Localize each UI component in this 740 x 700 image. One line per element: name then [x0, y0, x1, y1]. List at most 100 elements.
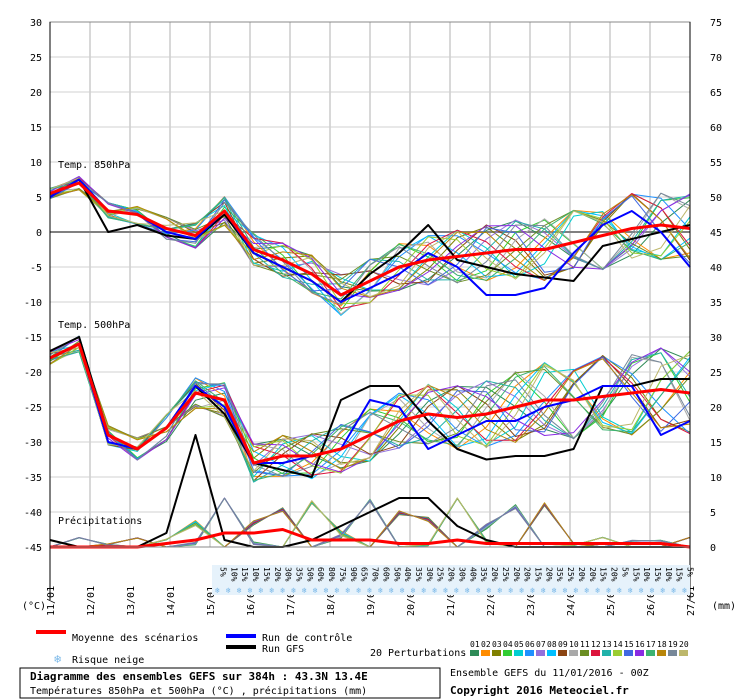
snow-risk-value-31: 35%	[555, 567, 564, 582]
snow-icon-16: ❄	[389, 586, 394, 595]
snow-strip-bg	[212, 565, 690, 595]
y-right-tick-3: 60	[710, 123, 722, 134]
perturbation-legend: 01 02 03 04 05 06 07 08 09 10 11 12 13 14 15 16 17 18 19 20	[470, 640, 689, 656]
snow-icon-2: ❄	[237, 586, 242, 595]
perturbation-id-13: 13	[602, 640, 612, 649]
snow-icon-23: ❄	[465, 586, 470, 595]
y-left-tick-12: -30	[24, 438, 42, 449]
y-left-tick-14: -40	[24, 508, 42, 519]
y-right-tick-8: 35	[710, 298, 722, 309]
y-right-tick-6: 45	[710, 228, 722, 239]
perturbation-swatch-07	[536, 650, 545, 656]
x-tick-11: 22/01	[486, 586, 497, 616]
perturbation-id-09: 09	[558, 640, 568, 649]
snow-icon-40: ❄	[650, 586, 655, 595]
x-tick-6: 17/01	[286, 586, 297, 616]
run-info: Ensemble GEFS du 11/01/2016 - 00Z	[450, 668, 649, 679]
legend-control-swatch	[226, 634, 256, 638]
y-left-tick-7: -5	[30, 263, 42, 274]
snow-risk-value-5: 20%	[273, 567, 282, 582]
perturbation-id-15: 15	[624, 640, 634, 649]
y-right-tick-0: 75	[710, 18, 722, 29]
legend-snow-label: Risque neige	[72, 655, 144, 666]
snow-icon-3: ❄	[248, 586, 253, 595]
snow-risk-value-3: 10%	[251, 567, 260, 582]
chart-subtitle: Températures 850hPa et 500hPa (°C) , pré…	[30, 685, 367, 697]
snow-icon-15: ❄	[378, 586, 383, 595]
title-box	[19, 667, 441, 699]
perturbation-id-14: 14	[613, 640, 623, 649]
snow-icon-10: ❄	[324, 586, 329, 595]
snow-risk-value-42: 15%	[675, 567, 684, 582]
snow-icon-18: ❄	[411, 586, 416, 595]
y-left-tick-5: 5	[36, 193, 42, 204]
y-right-tick-13: 10	[710, 473, 722, 484]
perturbation-850-19	[49, 179, 691, 305]
perturbation-swatch-17	[646, 650, 655, 656]
snow-icon-42: ❄	[671, 586, 676, 595]
snow-risk-value-27: 20%	[512, 567, 521, 582]
x-tick-7: 18/01	[326, 586, 337, 616]
snow-icon-43: ❄	[682, 586, 687, 595]
snow-risk-value-22: 30%	[457, 567, 466, 582]
y-left-tick-2: 20	[30, 88, 42, 99]
perturbation-id-03: 03	[492, 640, 502, 649]
perturbation-swatch-05	[514, 650, 523, 656]
x-tick-0: 11/01	[46, 586, 57, 616]
y-right-tick-12: 15	[710, 438, 722, 449]
perturbation-swatch-09	[558, 650, 567, 656]
y-left-tick-9: -15	[24, 333, 42, 344]
snow-icon-39: ❄	[639, 586, 644, 595]
snow-icon-31: ❄	[552, 586, 557, 595]
mean-850-line	[49, 181, 691, 297]
main-series	[49, 178, 691, 549]
perturbation-swatch-15	[624, 650, 633, 656]
snow-risk-value-17: 40%	[403, 567, 412, 582]
snow-risk-value-26: 25%	[501, 567, 510, 582]
snow-icon-9: ❄	[313, 586, 318, 595]
perturbation-id-02: 02	[481, 640, 491, 649]
perturbation-id-16: 16	[635, 640, 645, 649]
x-tick-1: 12/01	[86, 586, 97, 616]
snow-risk-value-12: 90%	[349, 567, 358, 582]
snow-risk-value-39: 10%	[642, 567, 651, 582]
y-right-tick-1: 70	[710, 53, 722, 64]
chart-title: Diagramme des ensembles GEFS sur 384h : …	[30, 670, 368, 683]
y-right-tick-14: 5	[710, 508, 716, 519]
snow-risk-value-35: 15%	[599, 567, 608, 582]
y-left-tick-10: -20	[24, 368, 42, 379]
perturbation-swatch-08	[547, 650, 556, 656]
y-left-tick-8: -10	[24, 298, 42, 309]
snow-risk-value-23: 40%	[468, 567, 477, 582]
y-right-tick-4: 55	[710, 158, 722, 169]
perturbation-swatch-20	[679, 650, 688, 656]
snow-icon-36: ❄	[606, 586, 611, 595]
snow-icon-34: ❄	[584, 586, 589, 595]
perturbation-swatch-13	[602, 650, 611, 656]
snow-risk-value-30: 20%	[544, 567, 553, 582]
snow-risk-value-24: 35%	[479, 567, 488, 582]
snow-icon-1: ❄	[226, 586, 231, 595]
perturbation-swatch-03	[492, 650, 501, 656]
snow-risk-value-19: 30%	[425, 567, 434, 582]
snow-risk-value-32: 25%	[566, 567, 575, 582]
x-tick-8: 19/01	[366, 586, 377, 616]
perturbation-id-19: 19	[668, 640, 678, 649]
perturbation-id-12: 12	[591, 640, 601, 649]
mean-precip-line	[50, 528, 691, 549]
snow-risk-value-33: 20%	[577, 567, 586, 582]
snow-risk-value-21: 20%	[447, 567, 456, 582]
snow-icon-8: ❄	[302, 586, 307, 595]
axes: 11/01 12/01 13/01 14/01 15/01 16/01 17/01 18/01…	[24, 18, 722, 616]
snow-icon-6: ❄	[280, 586, 285, 595]
y-left-unit: (°C)	[22, 601, 46, 612]
snow-icon-14: ❄	[367, 586, 372, 595]
snow-icon-26: ❄	[497, 586, 502, 595]
legend-mean-label: Moyenne des scénarios	[72, 632, 198, 644]
mean-500-line	[49, 342, 691, 465]
perturbation-id-10: 10	[569, 640, 579, 649]
y-right-tick-15: 0	[710, 543, 716, 554]
perturbation-swatch-19	[668, 650, 677, 656]
legend-control-label: Run de contrôle	[262, 632, 352, 644]
